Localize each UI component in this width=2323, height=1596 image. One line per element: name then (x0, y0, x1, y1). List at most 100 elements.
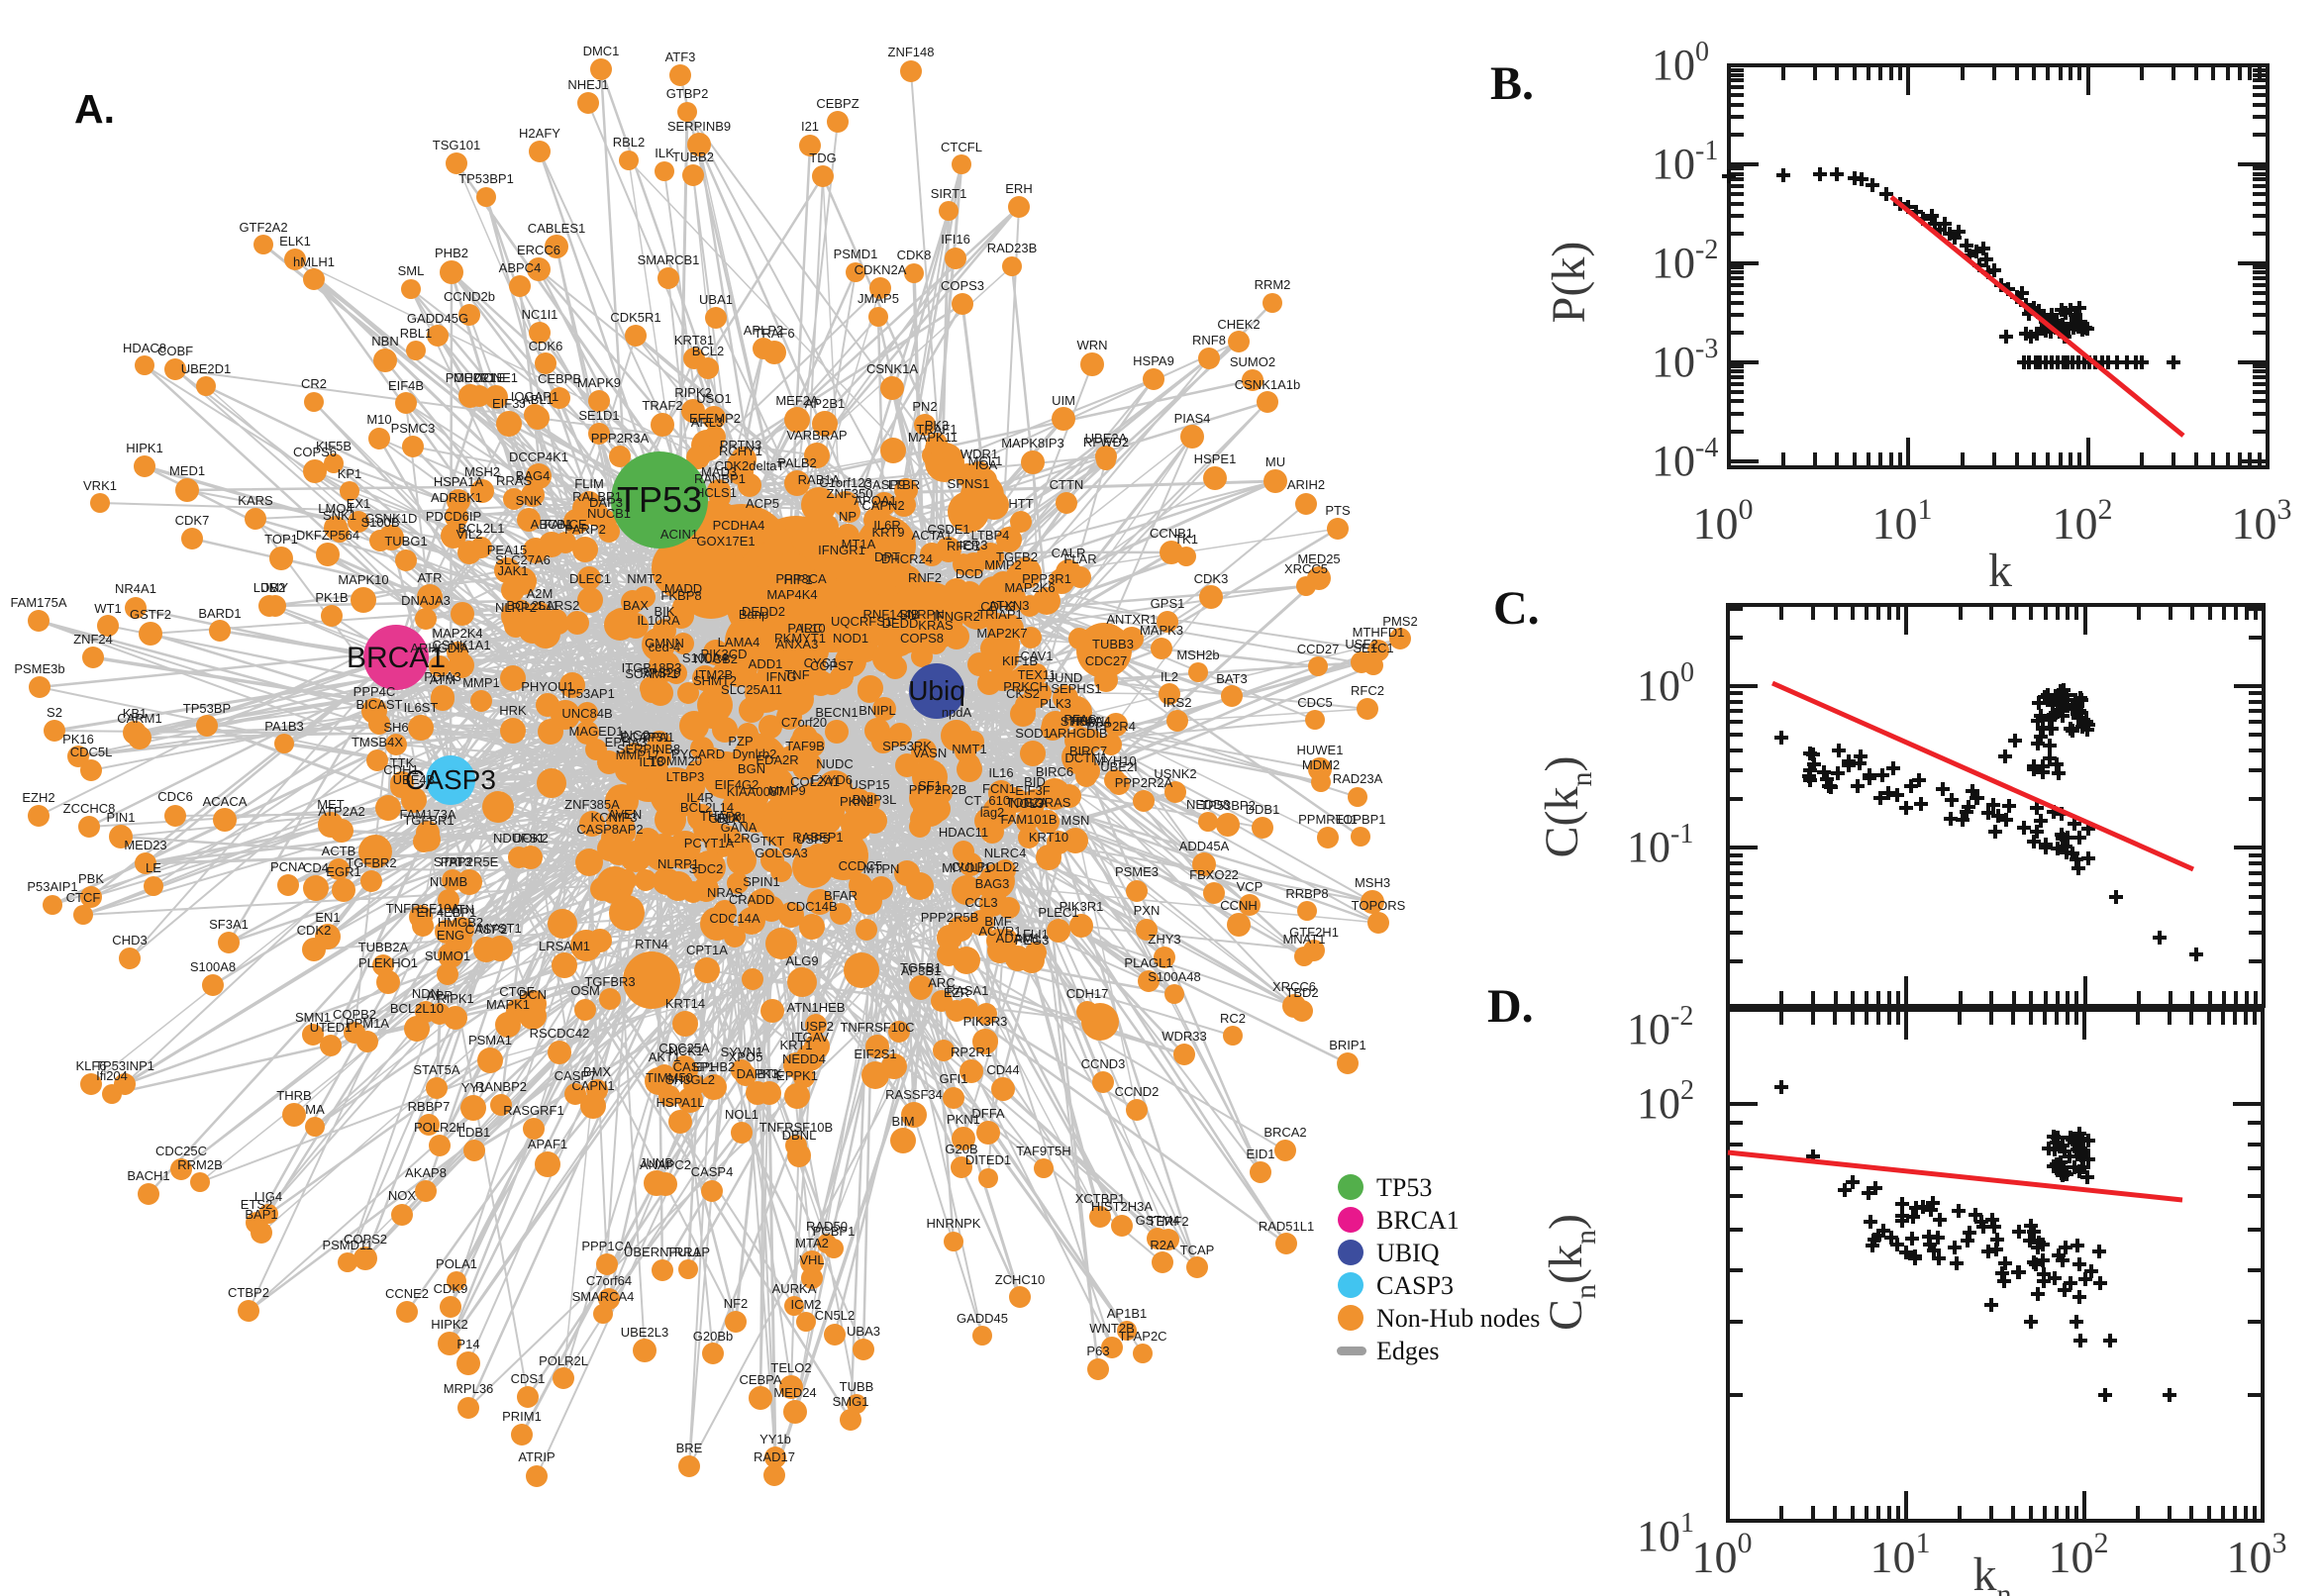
svg-text:IFNGR2: IFNGR2 (933, 609, 980, 624)
svg-text:SMN1: SMN1 (295, 1010, 331, 1025)
svg-text:GRIA1: GRIA1 (708, 811, 747, 826)
svg-text:100: 100 (1652, 37, 1709, 89)
svg-text:KP1: KP1 (338, 466, 362, 481)
svg-text:IL2RG: IL2RG (723, 831, 760, 846)
svg-text:S100A8: S100A8 (190, 959, 236, 974)
svg-text:101: 101 (1872, 493, 1933, 549)
svg-text:CAPN2: CAPN2 (861, 498, 904, 513)
svg-text:G20Bb: G20Bb (693, 1329, 733, 1344)
svg-text:FKBP8: FKBP8 (660, 588, 701, 603)
svg-text:TERF2: TERF2 (1148, 1214, 1188, 1229)
svg-text:NC1I1: NC1I1 (522, 307, 558, 322)
svg-text:KRT1: KRT1 (780, 1038, 813, 1052)
svg-text:NLRP1: NLRP1 (657, 856, 699, 871)
svg-text:BICAST: BICAST (356, 697, 403, 712)
svg-text:IFNG: IFNG (765, 669, 796, 684)
svg-text:SLC25A11: SLC25A11 (721, 682, 782, 697)
svg-text:MIYOU1: MIYOU1 (942, 860, 991, 875)
svg-text:ABL1: ABL1 (522, 392, 554, 407)
svg-text:TEX11: TEX11 (1018, 667, 1057, 682)
svg-text:APLP2: APLP2 (744, 323, 783, 338)
svg-text:CCND2b: CCND2b (444, 289, 495, 304)
svg-text:TMSB4X: TMSB4X (352, 735, 403, 749)
svg-text:UBE4B: UBE4B (393, 772, 436, 787)
svg-text:ADRBK1: ADRBK1 (431, 490, 482, 505)
svg-text:COPB2: COPB2 (333, 1007, 376, 1022)
svg-text:PARC: PARC (787, 621, 822, 636)
svg-text:STAT5A: STAT5A (413, 1062, 460, 1077)
svg-text:TOPORS: TOPORS (1352, 898, 1406, 913)
svg-text:D.: D. (1487, 980, 1534, 1033)
svg-text:HSPA1L: HSPA1L (656, 1095, 705, 1110)
svg-text:CRADD: CRADD (729, 892, 774, 907)
svg-text:KARS: KARS (238, 493, 273, 508)
svg-text:P14: P14 (456, 1337, 479, 1351)
svg-text:Ubiq: Ubiq (908, 675, 965, 706)
svg-text:H2AFY: H2AFY (519, 126, 560, 141)
svg-text:GORAS: GORAS (1025, 795, 1071, 810)
svg-text:ENG: ENG (437, 928, 464, 943)
svg-text:RANBP2: RANBP2 (475, 1079, 527, 1094)
svg-text:IFI16: IFI16 (941, 232, 970, 247)
svg-text:TRAF1: TRAF1 (916, 422, 957, 437)
svg-text:PCYT1A: PCYT1A (684, 836, 735, 850)
svg-text:CCNE1: CCNE1 (474, 370, 518, 385)
svg-text:HIP1: HIP1 (784, 572, 813, 587)
svg-text:DKFZP564: DKFZP564 (296, 528, 359, 543)
svg-text:TP53: TP53 (1376, 1173, 1432, 1202)
svg-text:BECN1: BECN1 (815, 705, 858, 720)
svg-text:STAT3: STAT3 (434, 854, 472, 869)
svg-text:PARP2: PARP2 (564, 522, 606, 537)
svg-text:PDCD6IP: PDCD6IP (426, 509, 481, 524)
svg-text:TNFRSF10C: TNFRSF10C (840, 1020, 914, 1035)
svg-text:AURKA: AURKA (772, 1281, 817, 1296)
svg-text:SNRPN: SNRPN (899, 607, 945, 622)
svg-text:CDC6: CDC6 (157, 789, 192, 804)
svg-text:TRRAP: TRRAP (666, 1245, 710, 1259)
svg-text:BID: BID (1024, 774, 1046, 789)
svg-text:PSME3b: PSME3b (14, 661, 64, 676)
svg-text:THRB: THRB (276, 1088, 311, 1103)
svg-text:S2: S2 (47, 705, 62, 720)
svg-text:103: 103 (2227, 1527, 2287, 1582)
svg-text:HUWE1: HUWE1 (1297, 743, 1344, 757)
svg-text:MRPL36: MRPL36 (444, 1381, 494, 1396)
svg-text:RNF2: RNF2 (908, 570, 942, 585)
svg-text:COBF: COBF (157, 344, 193, 358)
svg-text:BCL2: BCL2 (692, 344, 725, 358)
svg-text:DAP3: DAP3 (589, 495, 623, 510)
svg-text:ICM2: ICM2 (790, 1297, 821, 1312)
svg-text:HIST2H3A: HIST2H3A (1091, 1199, 1153, 1214)
svg-text:MAPK8IP3: MAPK8IP3 (1001, 436, 1064, 450)
svg-text:ACIN1: ACIN1 (660, 527, 698, 542)
svg-text:KIF1B: KIF1B (1002, 653, 1038, 668)
svg-text:GTF2H1: GTF2H1 (1289, 925, 1339, 940)
svg-text:CASP3: CASP3 (1376, 1271, 1454, 1300)
svg-text:PK16: PK16 (62, 732, 94, 747)
svg-text:MCL1: MCL1 (968, 453, 1003, 468)
svg-text:ADAM1: ADAM1 (996, 931, 1041, 946)
svg-text:FLI1: FLI1 (1023, 927, 1049, 942)
svg-text:PLAGL1: PLAGL1 (1124, 955, 1172, 970)
svg-text:MED1: MED1 (169, 463, 205, 478)
svg-text:CDH17: CDH17 (1066, 986, 1109, 1001)
svg-text:PDIA3: PDIA3 (424, 669, 461, 684)
svg-text:NMT2: NMT2 (627, 571, 661, 586)
svg-text:ATM: ATM (430, 672, 455, 687)
svg-text:DEDD2: DEDD2 (742, 604, 785, 619)
svg-text:RPS29: RPS29 (640, 665, 680, 680)
svg-text:PALB2: PALB2 (777, 455, 817, 470)
svg-text:NOD1: NOD1 (833, 631, 868, 646)
svg-text:CD44: CD44 (986, 1062, 1019, 1077)
svg-text:HSPA1A: HSPA1A (434, 474, 484, 489)
svg-text:TIMM50: TIMM50 (646, 1070, 693, 1085)
svg-text:ATN1HEB: ATN1HEB (787, 1000, 846, 1015)
svg-text:PPM1A: PPM1A (346, 1016, 389, 1031)
svg-text:RSCDC42: RSCDC42 (530, 1026, 590, 1041)
svg-text:CASP8AP2: CASP8AP2 (576, 822, 643, 837)
svg-text:UBERNPUL1: UBERNPUL1 (624, 1245, 701, 1259)
svg-text:RAD17: RAD17 (754, 1449, 795, 1464)
svg-text:BCL2L14: BCL2L14 (680, 800, 734, 815)
svg-text:HIPK2: HIPK2 (431, 1317, 468, 1332)
svg-text:PZP: PZP (728, 734, 753, 748)
